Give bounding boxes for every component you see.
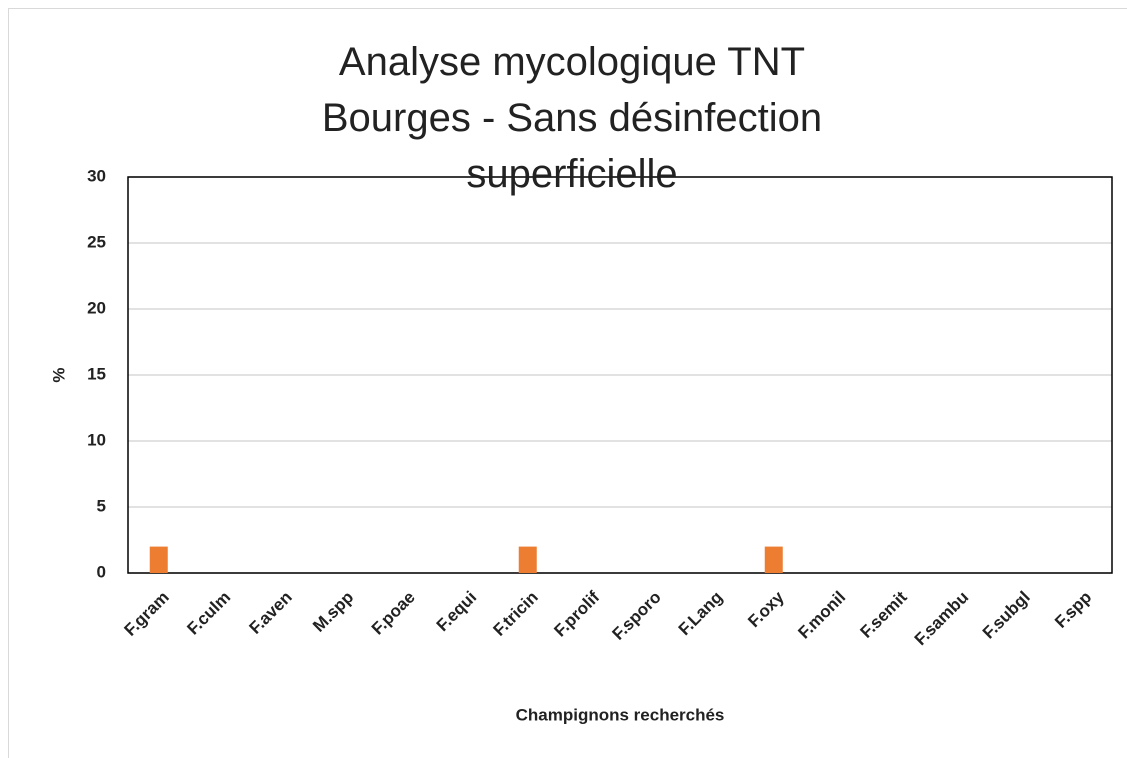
x-tick-label: F.Lang — [675, 588, 727, 640]
y-tick-label: 10 — [87, 430, 106, 449]
x-tick-label: F.aven — [246, 588, 296, 638]
x-tick-label: F.culm — [183, 588, 234, 639]
x-tick-label: F.monil — [794, 588, 849, 643]
x-tick-label: M.spp — [309, 588, 357, 636]
x-tick-label: F.prolif — [550, 587, 603, 640]
y-tick-label: 20 — [87, 298, 106, 317]
x-tick-label: F.semit — [857, 587, 911, 641]
plot-border — [127, 176, 1113, 574]
x-tick-label: F.tricin — [490, 588, 542, 640]
bar — [149, 546, 168, 573]
x-tick-label: F.gram — [121, 588, 173, 640]
y-tick-label: 15 — [87, 364, 106, 383]
x-tick-label: F.sporo — [609, 588, 665, 644]
chart-frame — [8, 8, 1127, 758]
x-tick-label: F.subgl — [979, 588, 1034, 643]
y-tick-label: 0 — [97, 562, 106, 581]
y-tick-label: 5 — [97, 496, 106, 515]
y-tick-label: 25 — [87, 232, 106, 251]
bar — [518, 546, 537, 573]
chart-title: Analyse mycologique TNT Bourges - Sans d… — [321, 40, 823, 196]
y-tick-label: 30 — [87, 166, 106, 185]
bar — [764, 546, 783, 573]
x-tick-label: F.oxy — [744, 587, 788, 631]
x-tick-label: F.poae — [368, 588, 419, 639]
y-axis-label: % — [49, 367, 68, 382]
x-tick-label: F.equi — [433, 588, 480, 635]
x-axis-label: Champignons recherchés — [516, 705, 725, 724]
x-tick-label: F.sambu — [911, 588, 973, 650]
x-tick-label: F.spp — [1051, 588, 1095, 632]
